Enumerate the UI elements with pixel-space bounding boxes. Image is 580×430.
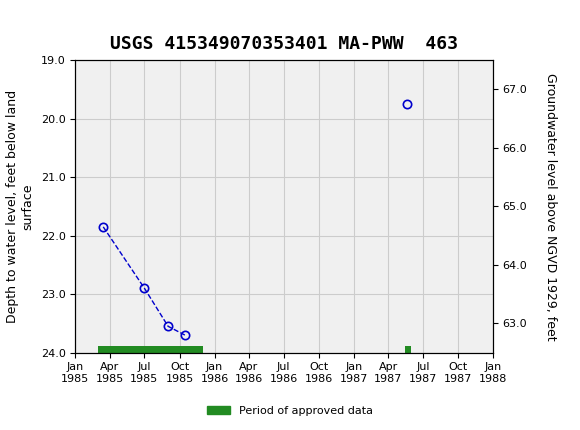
Text: ≡USGS: ≡USGS (12, 12, 70, 31)
Title: USGS 415349070353401 MA-PWW  463: USGS 415349070353401 MA-PWW 463 (110, 35, 458, 53)
Legend: Period of approved data: Period of approved data (203, 401, 377, 420)
Y-axis label: Depth to water level, feet below land
surface: Depth to water level, feet below land su… (6, 90, 34, 323)
Y-axis label: Groundwater level above NGVD 1929, feet: Groundwater level above NGVD 1929, feet (544, 73, 557, 340)
